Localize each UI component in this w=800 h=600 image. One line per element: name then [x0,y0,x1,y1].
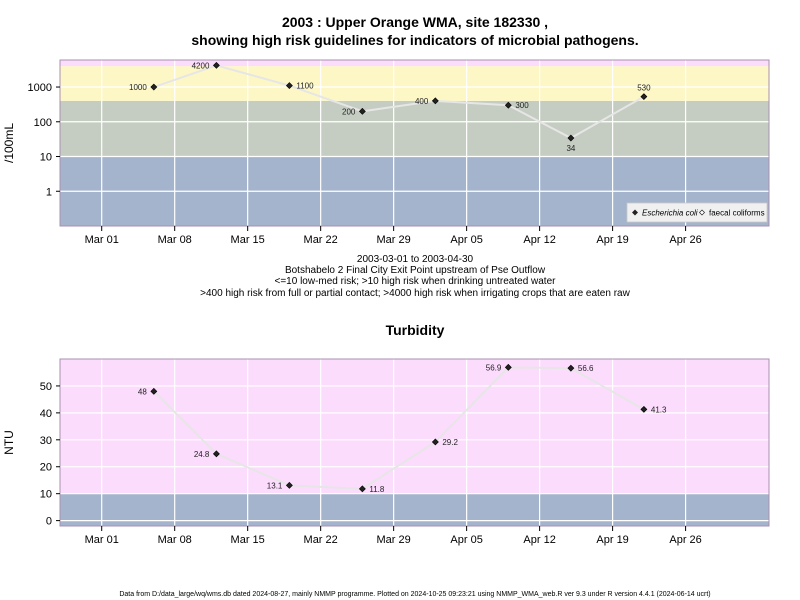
risk-band-3 [60,60,769,67]
data-point-6 [567,134,575,142]
x-tick-label-2: Mar 15 [231,534,265,546]
x-tick-label-4: Mar 29 [377,534,411,546]
data-label-6: 56.6 [578,364,594,373]
x-tick-label-3: Mar 22 [304,534,338,546]
x-tick-label-7: Apr 19 [596,234,628,246]
data-label-0: 1000 [129,83,147,92]
x-tick-label-6: Apr 12 [523,534,555,546]
y-tick-label-4: 40 [40,408,52,420]
data-label-5: 56.9 [486,363,502,372]
risk-band-2 [60,66,769,101]
risk-band-1 [60,359,769,494]
y-tick-label-2: 100 [34,117,52,129]
y-tick-label-0: 1 [46,186,52,198]
caption-contact-risk: >400 high risk from full or partial cont… [200,288,630,299]
chart1-title-line1: 2003 : Upper Orange WMA, site 182330 , [282,14,548,30]
data-point-3 [358,107,366,115]
legend-open-diamond-icon [699,209,705,216]
caption-drinking-risk: <=10 low-med risk; >10 high risk when dr… [275,276,557,287]
data-point-2 [285,82,293,90]
data-point-0 [150,83,158,91]
data-label-0: 48 [138,387,147,396]
y-tick-label-1: 10 [40,152,52,164]
data-point-3 [358,485,366,493]
legend-box [626,202,768,223]
turbidity-chart: 0 10 20 30 40 50 Mar 01 Mar 08 Mar 15 Mar 22 Mar 2… [2,358,770,546]
plot-border [59,59,770,227]
risk-band-1 [60,100,769,157]
data-label-2: 1100 [296,82,314,91]
y-axis-label: /100mL [2,123,16,163]
data-point-1 [212,61,220,69]
x-tick-label-4: Mar 29 [377,234,411,246]
legend-item-0: Escherichia coli [642,209,698,218]
data-label-2: 13.1 [267,481,283,490]
y-tick-label-2: 20 [40,462,52,474]
caption-site: Botshabelo 2 Final City Exit Point upstr… [285,265,546,276]
x-tick-label-8: Apr 26 [669,534,701,546]
legend-filled-diamond-icon [632,209,638,216]
x-tick-label-1: Mar 08 [158,534,192,546]
footer-note: Data from D:/data_large/wq/wms.db dated … [119,591,710,598]
plot-border [59,358,770,527]
data-label-3: 200 [342,107,356,116]
data-point-2 [285,481,293,489]
data-point-5 [504,101,512,109]
x-tick-label-8: Apr 26 [669,234,701,246]
data-label-7: 41.3 [651,405,667,414]
series-line-0 [153,366,645,490]
data-point-7 [640,405,648,413]
y-axis-label: NTU [2,430,16,455]
data-label-4: 29.2 [442,438,458,447]
y-tick-label-0: 0 [46,516,52,528]
data-point-4 [431,438,439,446]
data-point-1 [212,450,220,458]
microbial-chart: 1 10 100 1000 Mar 01 Mar 08 Mar 15 Mar 22 Mar 29… [2,59,770,246]
x-tick-label-0: Mar 01 [85,534,119,546]
data-point-4 [431,97,439,105]
data-label-1: 4200 [192,61,210,70]
x-tick-label-5: Apr 05 [450,534,482,546]
data-label-5: 300 [515,101,529,110]
data-label-3: 11.8 [369,485,385,494]
data-point-5 [504,363,512,371]
data-label-4: 400 [415,97,429,106]
data-point-7 [640,93,648,101]
x-tick-label-3: Mar 22 [304,234,338,246]
y-tick-label-1: 10 [40,489,52,501]
x-tick-label-7: Apr 19 [596,534,628,546]
data-point-0 [150,387,158,395]
x-tick-label-6: Apr 12 [523,234,555,246]
chart2-title: Turbidity [386,322,445,338]
legend-item-1: faecal coliforms [709,209,765,218]
series-line-0 [153,64,645,140]
y-tick-label-5: 50 [40,381,52,393]
chart1-title-line2: showing high risk guidelines for indicat… [191,32,638,48]
y-tick-label-3: 1000 [28,82,52,94]
data-label-7: 530 [637,84,651,93]
y-tick-label-3: 30 [40,435,52,447]
x-tick-label-1: Mar 08 [158,234,192,246]
data-point-6 [567,364,575,372]
x-tick-label-2: Mar 15 [231,234,265,246]
data-label-1: 24.8 [194,450,210,459]
data-label-6: 34 [566,144,575,153]
x-tick-label-0: Mar 01 [85,234,119,246]
caption-date-range: 2003-03-01 to 2003-04-30 [357,254,474,265]
x-tick-label-5: Apr 05 [450,234,482,246]
